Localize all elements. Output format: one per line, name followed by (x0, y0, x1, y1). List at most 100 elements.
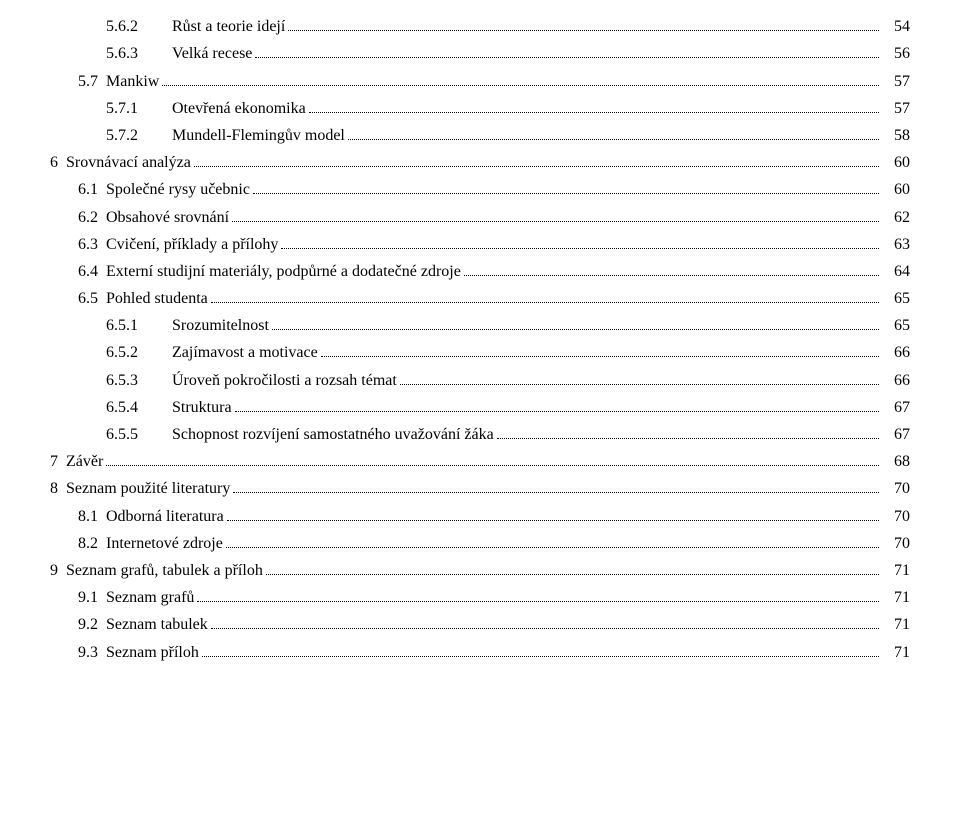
toc-title: Externí studijní materiály, podpůrné a d… (106, 260, 461, 284)
toc-title: Struktura (172, 396, 232, 420)
dot-leader (497, 428, 879, 439)
toc-number: 9 (50, 559, 66, 583)
toc-number: 6.3 (78, 233, 106, 257)
toc-pagenum: 71 (882, 641, 910, 665)
toc-entry: 9 Seznam grafů, tabulek a příloh 71 (50, 559, 910, 583)
toc-number: 5.6.2 (106, 15, 172, 39)
toc-pagenum: 70 (882, 477, 910, 501)
toc-title: Pohled studenta (106, 287, 208, 311)
toc-title: Mankiw (106, 70, 159, 94)
toc-number: 6.5.1 (106, 314, 172, 338)
toc-pagenum: 57 (882, 70, 910, 94)
dot-leader (288, 21, 879, 32)
toc-entry: 5.6.3 Velká recese 56 (50, 42, 910, 66)
toc-pagenum: 66 (882, 369, 910, 393)
toc-entry: 8.1 Odborná literatura 70 (50, 505, 910, 529)
dot-leader (272, 320, 879, 331)
dot-leader (162, 75, 879, 86)
toc-title: Otevřená ekonomika (172, 97, 306, 121)
dot-leader (194, 157, 879, 168)
toc-title: Cvičení, příklady a přílohy (106, 233, 278, 257)
toc-number: 8.1 (78, 505, 106, 529)
dot-leader (255, 48, 879, 59)
toc-title: Úroveň pokročilosti a rozsah témat (172, 369, 397, 393)
toc-entry: 8.2 Internetové zdroje 70 (50, 532, 910, 556)
toc-entry: 6.5 Pohled studenta 65 (50, 287, 910, 311)
toc-title: Seznam tabulek (106, 613, 208, 637)
toc-entry: 6.5.3 Úroveň pokročilosti a rozsah témat… (50, 369, 910, 393)
toc-pagenum: 60 (882, 151, 910, 175)
toc-pagenum: 62 (882, 206, 910, 230)
toc-entry: 6.5.4 Struktura 67 (50, 396, 910, 420)
toc-entry: 6.5.5 Schopnost rozvíjení samostatného u… (50, 423, 910, 447)
dot-leader (400, 374, 879, 385)
toc-entry: 6.5.2 Zajímavost a motivace 66 (50, 341, 910, 365)
toc-entry: 6.5.1 Srozumitelnost 65 (50, 314, 910, 338)
toc-pagenum: 66 (882, 341, 910, 365)
toc-pagenum: 56 (882, 42, 910, 66)
toc-title: Mundell-Flemingův model (172, 124, 345, 148)
toc-pagenum: 68 (882, 450, 910, 474)
toc-number: 6.5 (78, 287, 106, 311)
toc-title: Růst a teorie idejí (172, 15, 285, 39)
toc-pagenum: 58 (882, 124, 910, 148)
toc-pagenum: 71 (882, 586, 910, 610)
toc-pagenum: 67 (882, 423, 910, 447)
dot-leader (464, 265, 879, 276)
toc-number: 6 (50, 151, 66, 175)
toc-entry: 9.3 Seznam příloh 71 (50, 641, 910, 665)
dot-leader (226, 537, 879, 548)
toc-pagenum: 71 (882, 613, 910, 637)
toc-pagenum: 65 (882, 314, 910, 338)
toc-number: 6.5.4 (106, 396, 172, 420)
toc-number: 5.7 (78, 70, 106, 94)
toc-title: Obsahové srovnání (106, 206, 229, 230)
toc-number: 6.5.3 (106, 369, 172, 393)
toc-entry: 6.4 Externí studijní materiály, podpůrné… (50, 260, 910, 284)
dot-leader (211, 292, 879, 303)
toc-entry: 6.3 Cvičení, příklady a přílohy 63 (50, 233, 910, 257)
toc-title: Odborná literatura (106, 505, 224, 529)
dot-leader (202, 646, 879, 657)
dot-leader (348, 129, 879, 140)
toc-number: 9.2 (78, 613, 106, 637)
toc-pagenum: 63 (882, 233, 910, 257)
toc-title: Srozumitelnost (172, 314, 269, 338)
toc-number: 6.5.2 (106, 341, 172, 365)
toc-title: Seznam příloh (106, 641, 199, 665)
dot-leader (106, 456, 879, 467)
toc-entry: 5.7.2 Mundell-Flemingův model 58 (50, 124, 910, 148)
toc-title: Společné rysy učebnic (106, 178, 250, 202)
toc-pagenum: 64 (882, 260, 910, 284)
toc-title: Internetové zdroje (106, 532, 223, 556)
toc-entry: 5.6.2 Růst a teorie idejí 54 (50, 15, 910, 39)
toc-entry: 6.2 Obsahové srovnání 62 (50, 206, 910, 230)
toc-number: 6.4 (78, 260, 106, 284)
dot-leader (233, 483, 879, 494)
dot-leader (253, 184, 879, 195)
toc-number: 8 (50, 477, 66, 501)
toc-number: 5.7.1 (106, 97, 172, 121)
dot-leader (321, 347, 879, 358)
toc-pagenum: 70 (882, 505, 910, 529)
toc-number: 6.5.5 (106, 423, 172, 447)
toc-number: 6.2 (78, 206, 106, 230)
toc-entry: 7 Závěr 68 (50, 450, 910, 474)
toc-title: Velká recese (172, 42, 252, 66)
toc-title: Seznam grafů (106, 586, 194, 610)
toc-number: 6.1 (78, 178, 106, 202)
toc-title: Zajímavost a motivace (172, 341, 318, 365)
toc-entry: 9.1 Seznam grafů 71 (50, 586, 910, 610)
dot-leader (235, 401, 879, 412)
dot-leader (211, 619, 879, 630)
toc-entry: 5.7.1 Otevřená ekonomika 57 (50, 97, 910, 121)
toc-title: Schopnost rozvíjení samostatného uvažová… (172, 423, 494, 447)
toc-title: Závěr (66, 450, 103, 474)
toc-entry: 6 Srovnávací analýza 60 (50, 151, 910, 175)
toc-number: 9.1 (78, 586, 106, 610)
dot-leader (197, 592, 879, 603)
toc-title: Srovnávací analýza (66, 151, 191, 175)
toc-entry: 9.2 Seznam tabulek 71 (50, 613, 910, 637)
toc-title: Seznam použité literatury (66, 477, 230, 501)
toc-title: Seznam grafů, tabulek a příloh (66, 559, 263, 583)
